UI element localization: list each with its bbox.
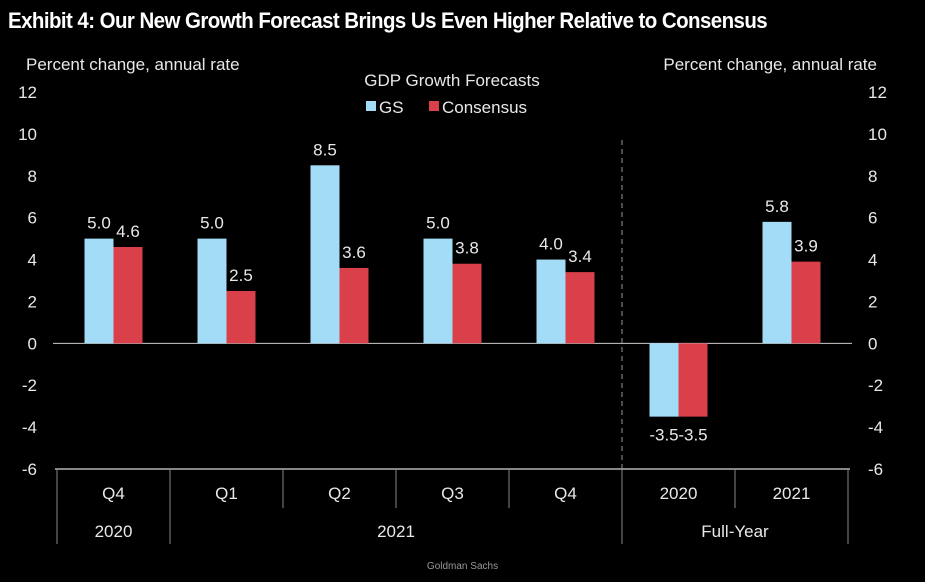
data-label-consensus: 4.6 — [116, 222, 140, 241]
bar-gs — [197, 238, 227, 344]
data-label-gs: 8.5 — [313, 140, 337, 159]
exhibit-title: Exhibit 4: Our New Growth Forecast Bring… — [8, 8, 768, 33]
group-label: 2020 — [95, 522, 133, 541]
data-label-gs: 5.8 — [765, 197, 789, 216]
y-tick-right: 4 — [868, 251, 877, 270]
bar-consensus — [565, 272, 595, 344]
data-label-consensus: 3.6 — [342, 243, 366, 262]
bar-consensus — [339, 267, 369, 344]
legend-swatch-consensus — [429, 101, 439, 111]
x-tick-label: Q4 — [554, 484, 577, 503]
x-tick-label: 2021 — [773, 484, 811, 503]
legend-label-consensus: Consensus — [442, 98, 527, 117]
y-tick-right: 12 — [868, 83, 887, 102]
bar-consensus — [452, 263, 482, 344]
data-label-gs: 5.0 — [87, 214, 111, 233]
y-tick-left: -2 — [22, 376, 37, 395]
y-tick-left: -4 — [22, 418, 37, 437]
data-label-consensus: 3.8 — [455, 239, 479, 258]
legend-label-gs: GS — [379, 98, 404, 117]
data-label-gs: 4.0 — [539, 235, 563, 254]
bar-gs — [423, 238, 453, 344]
data-label-consensus: -3.5 — [678, 426, 707, 445]
bar-gs — [649, 343, 679, 417]
x-tick-label: 2020 — [660, 484, 698, 503]
y-tick-left: 8 — [28, 167, 37, 186]
group-label: 2021 — [377, 522, 415, 541]
legend-swatch-gs — [366, 101, 376, 111]
x-tick-label: Q4 — [102, 484, 125, 503]
data-label-consensus: 2.5 — [229, 266, 253, 285]
y-tick-left: 0 — [28, 334, 37, 353]
y-axis-label-left: Percent change, annual rate — [26, 55, 240, 74]
bar-gs — [84, 238, 114, 344]
data-label-gs: -3.5 — [649, 426, 678, 445]
y-tick-left: 10 — [18, 125, 37, 144]
data-label-gs: 5.0 — [200, 214, 224, 233]
data-label-consensus: 3.4 — [568, 247, 592, 266]
y-axis-label-right: Percent change, annual rate — [663, 55, 877, 74]
chart-title: GDP Growth Forecasts — [364, 71, 539, 90]
y-tick-right: 6 — [868, 209, 877, 228]
y-tick-left: 4 — [28, 251, 37, 270]
x-tick-label: Q1 — [215, 484, 238, 503]
bar-gs — [310, 165, 340, 344]
footer-source: Goldman Sachs — [426, 561, 499, 572]
y-tick-right: -4 — [868, 418, 883, 437]
bar-gs — [762, 221, 792, 344]
data-label-consensus: 3.9 — [794, 237, 818, 256]
bar-consensus — [791, 261, 821, 344]
group-label: Full-Year — [701, 522, 769, 541]
y-tick-left: -6 — [22, 460, 37, 479]
bar-consensus — [113, 246, 143, 344]
y-tick-right: 8 — [868, 167, 877, 186]
y-tick-right: -2 — [868, 376, 883, 395]
y-tick-left: 12 — [18, 83, 37, 102]
y-tick-right: -6 — [868, 460, 883, 479]
x-tick-label: Q3 — [441, 484, 464, 503]
y-tick-left: 2 — [28, 292, 37, 311]
bar-gs — [536, 259, 566, 344]
y-tick-left: 6 — [28, 209, 37, 228]
y-tick-right: 0 — [868, 334, 877, 353]
bar-consensus — [678, 343, 708, 417]
data-label-gs: 5.0 — [426, 214, 450, 233]
bar-consensus — [226, 290, 256, 344]
x-tick-label: Q2 — [328, 484, 351, 503]
y-tick-right: 10 — [868, 125, 887, 144]
y-tick-right: 2 — [868, 292, 877, 311]
